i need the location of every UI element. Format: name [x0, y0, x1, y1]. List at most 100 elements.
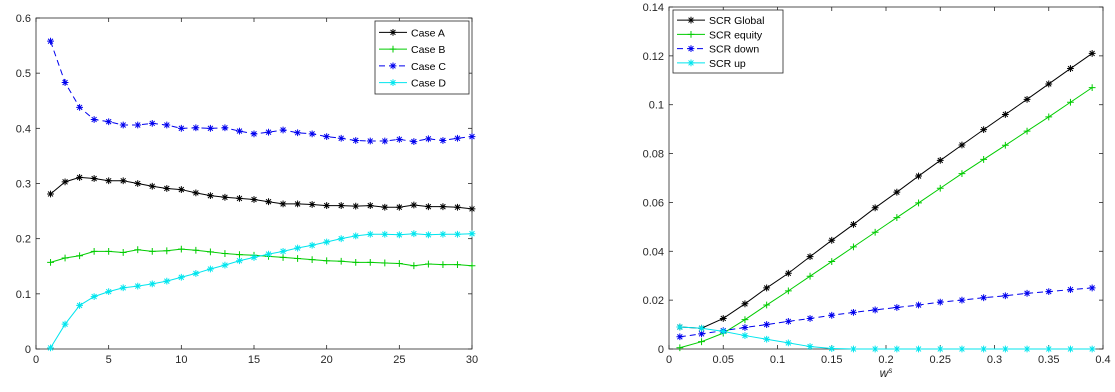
data-point: [915, 199, 922, 207]
legend: Case A Case B Case C Case D: [374, 20, 470, 95]
x-tick-label: 0.15: [821, 354, 842, 366]
legend-entry-label: Case C: [411, 61, 446, 73]
data-point: [323, 202, 331, 209]
data-point: [192, 270, 200, 277]
series-scr-up: [676, 323, 1096, 353]
data-point: [1001, 141, 1009, 149]
data-point: [719, 328, 727, 335]
data-point: [850, 345, 857, 353]
data-point: [915, 345, 922, 353]
y-tick-label: 0.14: [643, 2, 664, 14]
data-point: [958, 170, 966, 178]
legend-swatch-marker: [389, 45, 397, 53]
data-point: [468, 205, 476, 213]
series-case-a: [47, 174, 476, 213]
data-point: [763, 301, 771, 309]
data-point: [958, 141, 966, 149]
data-point: [454, 203, 461, 211]
y-tick-label: 0.2: [16, 234, 31, 246]
data-point: [425, 231, 432, 239]
legend-entry-label: SCR up: [709, 58, 746, 70]
data-point: [337, 134, 345, 142]
data-point: [163, 277, 171, 285]
data-point: [279, 200, 287, 208]
data-point: [177, 124, 185, 132]
series-case-d: [47, 230, 476, 352]
data-point: [936, 184, 944, 192]
data-point: [192, 124, 200, 132]
y-tick-label: 0.02: [643, 295, 664, 307]
data-point: [47, 190, 54, 198]
data-point: [871, 345, 879, 353]
series-scr-down: [676, 284, 1096, 341]
data-point: [828, 236, 836, 244]
data-point: [468, 230, 476, 238]
data-point: [784, 287, 792, 295]
data-point: [265, 198, 272, 206]
data-point: [381, 137, 389, 145]
y-tick-label: 0.3: [16, 179, 31, 191]
data-point: [980, 156, 988, 163]
data-point: [148, 247, 156, 255]
legend-entry-label: Case D: [411, 78, 446, 90]
x-tick-label: 20: [321, 354, 333, 366]
data-point: [265, 128, 272, 136]
data-point: [207, 124, 214, 132]
data-point: [425, 135, 432, 143]
data-point: [323, 257, 331, 265]
y-tick-label: 0.04: [643, 246, 664, 258]
data-point: [1001, 111, 1009, 118]
data-point: [323, 238, 331, 246]
data-point: [148, 119, 156, 127]
data-point: [265, 250, 272, 258]
data-point: [741, 332, 749, 339]
data-point: [1045, 113, 1053, 121]
data-point: [1001, 345, 1009, 353]
data-point: [381, 259, 389, 267]
data-point: [439, 203, 447, 211]
data-point: [352, 137, 360, 144]
data-point: [279, 247, 287, 255]
x-tick-label: 0: [33, 354, 39, 366]
data-point: [294, 200, 301, 208]
data-point: [105, 177, 113, 185]
x-tick-label: 0.1: [770, 354, 785, 366]
x-tick-label: 25: [393, 354, 405, 366]
data-point: [850, 308, 857, 316]
data-point: [395, 260, 403, 267]
data-point: [915, 301, 922, 309]
data-point: [236, 194, 243, 202]
data-point: [294, 244, 301, 252]
data-point: [454, 134, 461, 142]
data-point: [337, 235, 345, 243]
data-point: [1067, 286, 1074, 294]
data-point: [980, 345, 988, 353]
data-point: [439, 261, 447, 268]
y-tick-label: 0.08: [643, 149, 664, 161]
data-point: [90, 247, 98, 255]
data-point: [323, 133, 331, 141]
data-point: [352, 232, 360, 240]
y-tick-label: 0.12: [643, 51, 664, 63]
data-point: [134, 246, 142, 254]
x-tick-label: 0.3: [987, 354, 1002, 366]
x-axis-label: ws: [880, 366, 893, 381]
data-point: [105, 247, 113, 255]
data-point: [439, 230, 447, 238]
data-point: [893, 188, 901, 196]
data-point: [90, 293, 98, 300]
legend-swatch-marker: [687, 59, 695, 67]
data-point: [1045, 288, 1053, 295]
data-point: [279, 254, 287, 261]
data-point: [828, 311, 836, 319]
data-point: [676, 323, 684, 331]
legend-entry-label: Case B: [411, 44, 445, 56]
data-point: [294, 255, 301, 262]
series-line: [679, 326, 1093, 350]
y-tick-label: 0: [658, 344, 664, 356]
data-point: [454, 230, 461, 238]
data-point: [698, 330, 705, 338]
data-point: [337, 202, 345, 209]
data-point: [90, 175, 98, 182]
